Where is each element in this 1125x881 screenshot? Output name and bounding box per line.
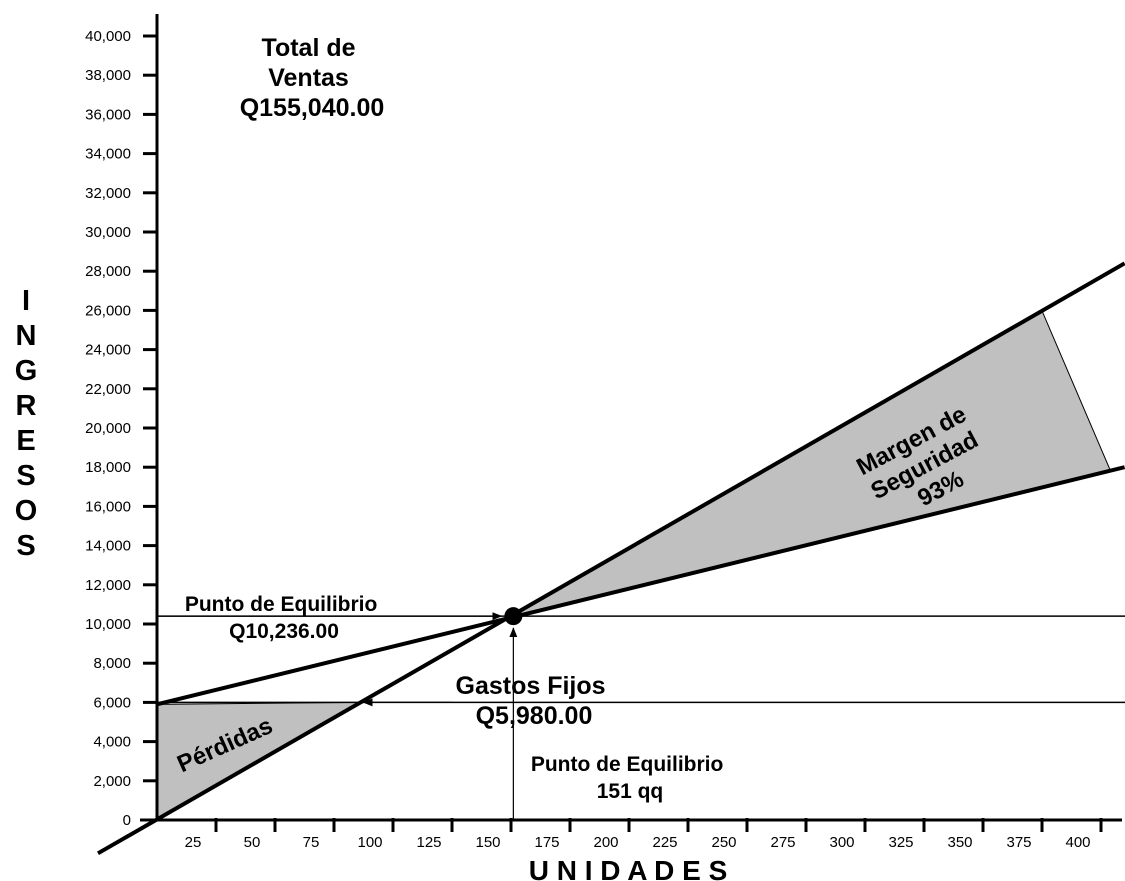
break-even-income-title: Punto de Equilibrio — [185, 593, 378, 616]
x-tick-label: 225 — [652, 834, 677, 851]
y-tick-label: 16,000 — [85, 498, 131, 515]
y-axis-title-letter: S — [16, 460, 35, 492]
x-tick-label: 75 — [303, 834, 320, 851]
y-axis-title-letter: N — [16, 320, 37, 352]
y-tick-label: 6,000 — [93, 694, 131, 711]
x-tick-label: 100 — [357, 834, 382, 851]
y-tick-label: 26,000 — [85, 302, 131, 319]
x-tick-label: 175 — [534, 834, 559, 851]
y-tick-label: 38,000 — [85, 67, 131, 84]
y-axis-title-letter: E — [16, 425, 35, 457]
y-tick-label: 2,000 — [93, 773, 131, 790]
break-even-units-value: 151 qq — [597, 780, 664, 803]
y-axis-title-letter: R — [16, 390, 37, 422]
y-tick-label: 24,000 — [85, 342, 131, 359]
y-tick-label: 0 — [123, 812, 131, 829]
y-tick-label: 40,000 — [85, 28, 131, 45]
y-tick-label: 4,000 — [93, 734, 131, 751]
y-tick-label: 34,000 — [85, 146, 131, 163]
x-tick-label: 300 — [829, 834, 854, 851]
x-tick-label: 200 — [593, 834, 618, 851]
break-even-income-label: Punto de Equilibrio Q10,236.00 — [185, 593, 383, 643]
x-axis-ticks: 25 50 75 100 125 150 175 200 225 250 275 300 325 350 3… — [185, 818, 1103, 851]
y-tick-label: 14,000 — [85, 538, 131, 555]
y-tick-label: 8,000 — [93, 655, 131, 672]
x-tick-label: 400 — [1065, 834, 1090, 851]
y-tick-label: 10,000 — [85, 616, 131, 633]
fixed-costs-label: Gastos Fijos Q5,980.00 — [456, 672, 613, 730]
y-tick-label: 18,000 — [85, 459, 131, 476]
fixed-costs-value: Q5,980.00 — [476, 702, 593, 730]
x-tick-label: 325 — [888, 834, 913, 851]
total-sales-value: Q155,040.00 — [240, 94, 385, 122]
y-tick-label: 12,000 — [85, 577, 131, 594]
y-axis-ticks: 0 2,000 4,000 6,000 8,000 10,000 12,000 14,000 1… — [85, 28, 157, 829]
y-tick-label: 36,000 — [85, 106, 131, 123]
x-tick-label: 375 — [1006, 834, 1031, 851]
x-tick-label: 350 — [947, 834, 972, 851]
break-even-units-label: Punto de Equilibrio 151 qq — [531, 753, 729, 803]
fixed-costs-title: Gastos Fijos — [456, 672, 606, 700]
y-axis-title-letter: O — [15, 495, 38, 527]
series-line-steep — [97, 261, 1125, 856]
total-sales-label: Total de Ventas Q155,040.00 — [240, 34, 385, 122]
break-even-point — [504, 607, 523, 626]
series-line-shallow — [156, 465, 1125, 707]
y-tick-label: 20,000 — [85, 420, 131, 437]
total-sales-line-2: Ventas — [268, 64, 349, 92]
break-even-units-title: Punto de Equilibrio — [531, 753, 724, 776]
x-tick-label: 50 — [244, 834, 261, 851]
y-axis-title-letter: S — [16, 530, 35, 562]
y-axis-title-letter: I — [22, 285, 30, 317]
y-axis-title-letter: G — [15, 355, 38, 387]
x-tick-label: 150 — [475, 834, 500, 851]
x-axis-title: U N I D A D E S — [529, 855, 728, 881]
x-tick-label: 25 — [185, 834, 202, 851]
x-tick-label: 250 — [711, 834, 736, 851]
break-even-income-value: Q10,236.00 — [229, 620, 339, 643]
y-tick-label: 32,000 — [85, 185, 131, 202]
y-tick-label: 30,000 — [85, 224, 131, 241]
total-sales-line-1: Total de — [262, 34, 356, 62]
x-tick-label: 125 — [416, 834, 441, 851]
x-tick-label: 275 — [770, 834, 795, 851]
y-tick-label: 22,000 — [85, 381, 131, 398]
safety-margin-area — [513, 310, 1112, 617]
y-tick-label: 28,000 — [85, 263, 131, 280]
